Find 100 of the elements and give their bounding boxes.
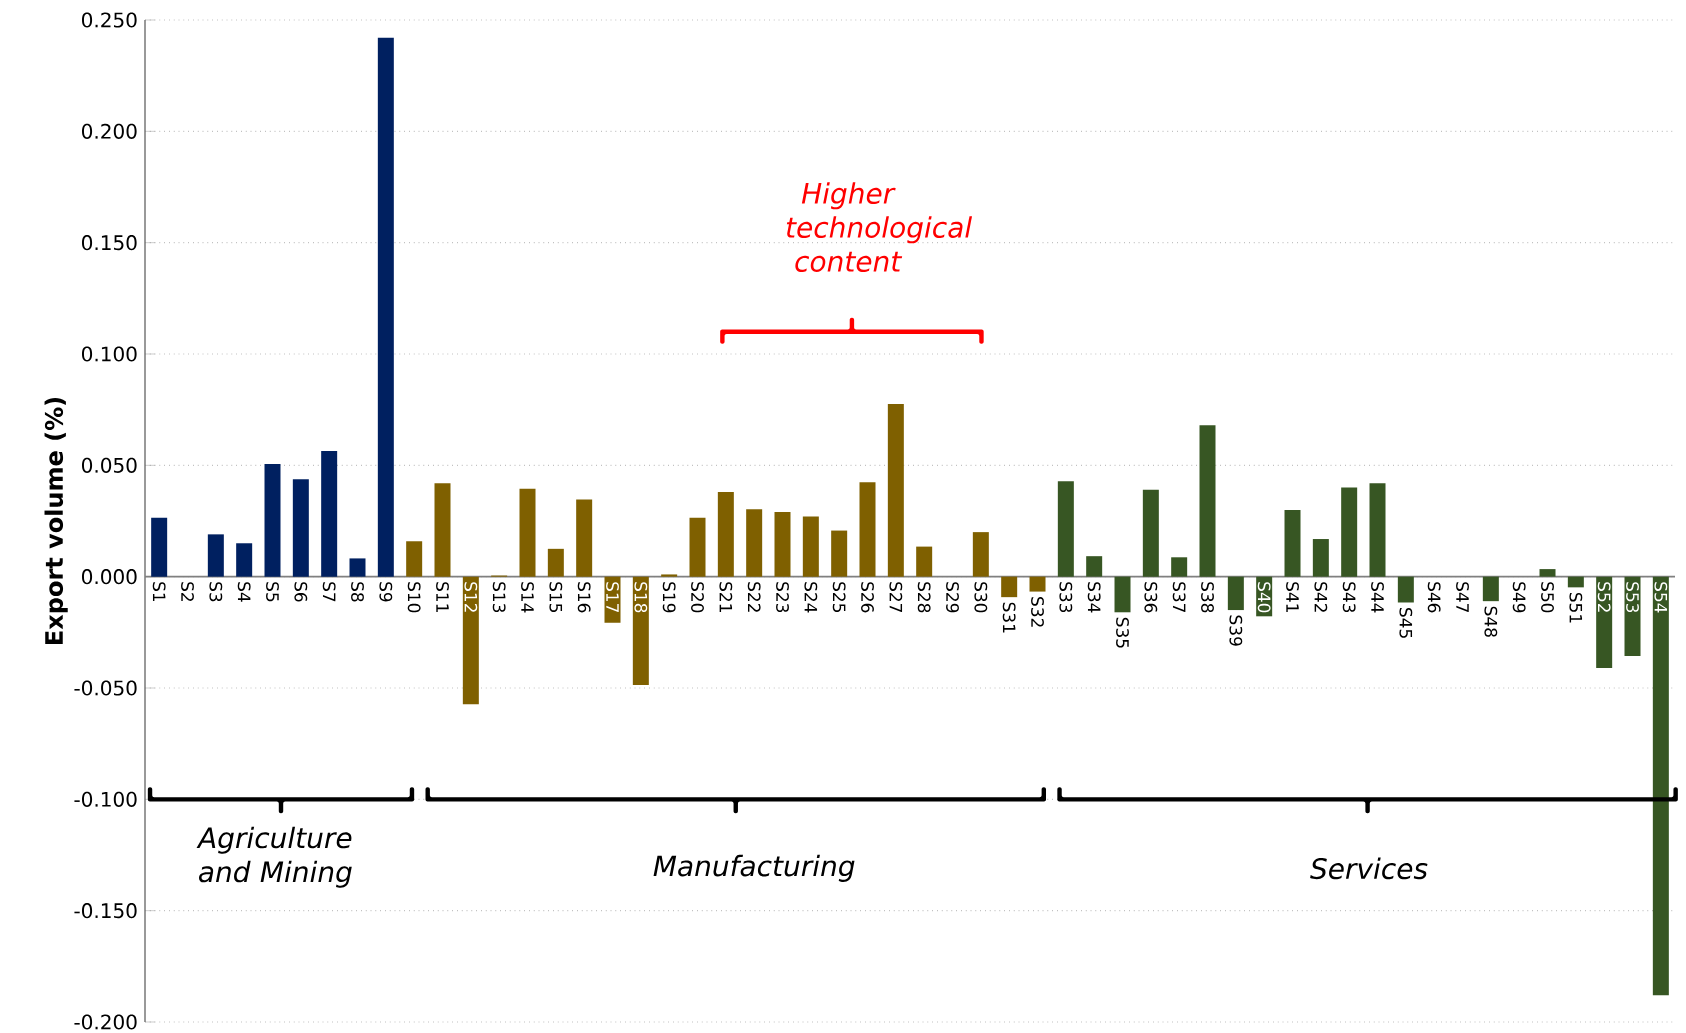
x-tick-label: S3 — [209, 582, 223, 602]
bar — [859, 482, 876, 577]
bar — [887, 403, 904, 577]
x-tick-label: S37 — [1172, 582, 1186, 613]
x-tick-label: S8 — [351, 582, 364, 602]
x-tick-label: S1 — [152, 582, 166, 602]
bar — [1086, 556, 1103, 577]
bar — [519, 488, 536, 577]
annotation: Agriculture and Mining — [196, 826, 352, 888]
bar — [1114, 576, 1131, 613]
x-tick-label: S52 — [1597, 582, 1611, 612]
x-tick-label: S42 — [1314, 582, 1328, 612]
bar — [1397, 576, 1414, 603]
bar — [264, 463, 281, 577]
x-tick-label: S7 — [322, 582, 336, 602]
bar — [292, 479, 309, 577]
bar — [717, 492, 734, 577]
x-tick-label: S45 — [1399, 608, 1413, 638]
x-tick-label: S40 — [1257, 582, 1271, 613]
x-tick-label: S29 — [946, 582, 959, 613]
x-tick-label: S15 — [549, 582, 563, 612]
bar — [576, 499, 593, 577]
x-tick-label: S19 — [662, 582, 676, 613]
bar — [1142, 489, 1159, 577]
y-tick-label: 0.000 — [81, 569, 137, 585]
bar — [1171, 557, 1188, 577]
annotation: Manufacturing — [653, 854, 855, 882]
bar — [462, 576, 479, 705]
bar — [1057, 481, 1074, 577]
x-tick-label: S43 — [1342, 582, 1356, 613]
bar — [547, 548, 564, 577]
x-tick-label: S28 — [917, 582, 931, 613]
x-tick-label: S49 — [1512, 582, 1526, 613]
bar — [1341, 487, 1358, 577]
x-tick-label: S33 — [1059, 582, 1073, 613]
x-tick-label: S50 — [1541, 582, 1554, 613]
x-tick-label: S22 — [747, 582, 761, 612]
bar — [1652, 576, 1669, 996]
bar — [321, 451, 338, 577]
bar — [1596, 576, 1613, 668]
x-tick-label: S46 — [1427, 582, 1441, 613]
y-tick-label: 0.250 — [81, 12, 137, 28]
y-tick-label: -0.150 — [74, 903, 137, 919]
x-tick-label: S30 — [974, 582, 988, 613]
x-tick-label: S47 — [1456, 582, 1469, 613]
bar — [661, 574, 678, 577]
x-tick-label: S53 — [1626, 582, 1639, 613]
x-tick-label: S2 — [181, 582, 194, 601]
x-tick-label: S13 — [492, 582, 506, 613]
bar — [1369, 483, 1386, 577]
bar — [1199, 425, 1216, 577]
x-tick-label: S41 — [1286, 582, 1299, 612]
x-tick-label: S10 — [407, 582, 421, 613]
x-tick-label: S24 — [804, 582, 818, 613]
x-tick-label: S51 — [1569, 592, 1583, 623]
bar — [972, 532, 989, 577]
y-tick-label: 0.050 — [81, 457, 137, 473]
bar — [1539, 569, 1556, 577]
bar — [406, 541, 423, 577]
bar — [831, 530, 848, 577]
x-tick-label: S32 — [1031, 597, 1044, 627]
x-tick-label: S17 — [606, 582, 619, 613]
bar — [1227, 576, 1244, 611]
annotation: Higher technological content — [786, 182, 973, 272]
y-tick-label: 0.100 — [81, 346, 137, 362]
x-tick-label: S5 — [266, 582, 279, 602]
y-tick-label: -0.200 — [74, 1014, 137, 1030]
bar — [632, 576, 649, 686]
bar — [236, 543, 253, 577]
x-tick-label: S4 — [237, 582, 251, 602]
bar — [434, 483, 451, 577]
x-tick-label: S54 — [1654, 582, 1668, 613]
x-tick-label: S12 — [464, 582, 478, 612]
x-tick-label: S16 — [577, 582, 591, 613]
y-tick-label: -0.100 — [74, 791, 137, 807]
x-tick-label: S36 — [1144, 582, 1158, 613]
x-tick-label: S48 — [1484, 606, 1498, 637]
x-tick-label: S38 — [1201, 582, 1214, 613]
bar — [1284, 510, 1301, 577]
bar — [916, 546, 933, 577]
bar — [802, 516, 819, 577]
x-tick-label: S14 — [521, 582, 534, 613]
bar — [1567, 576, 1584, 588]
bar — [151, 517, 168, 577]
bar — [1029, 576, 1046, 592]
x-tick-label: S20 — [691, 582, 704, 613]
bar — [774, 512, 791, 577]
bar — [746, 509, 763, 577]
bar — [207, 534, 224, 577]
x-tick-label: S9 — [379, 582, 393, 602]
bar — [377, 37, 394, 577]
y-tick-label: 0.150 — [81, 235, 137, 251]
x-tick-label: S25 — [832, 582, 846, 612]
bar — [1482, 576, 1499, 602]
y-tick-label: -0.050 — [74, 680, 137, 696]
x-tick-label: S31 — [1002, 602, 1016, 633]
x-tick-label: S23 — [776, 582, 789, 613]
y-tick-label: 0.200 — [81, 123, 137, 139]
y-axis-title: Export volume (%) — [44, 397, 68, 644]
x-tick-label: S34 — [1087, 582, 1101, 613]
